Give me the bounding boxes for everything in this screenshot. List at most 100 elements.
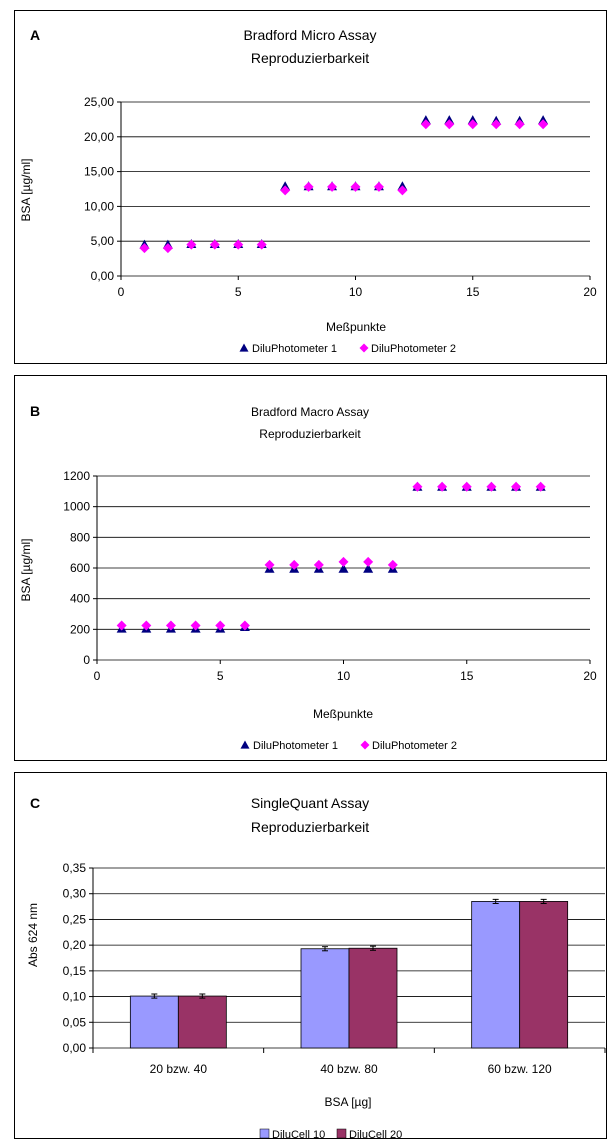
panel-b-title: Bradford Macro Assay [251,405,369,419]
category-label: 20 bzw. 40 [150,1062,208,1076]
y-tick-label: 1000 [63,500,90,514]
point-photometer2 [165,620,176,631]
legend-a-marker-photometer2 [359,343,369,353]
x-tick-label: 10 [337,669,351,683]
panel-a-label: A [30,27,40,43]
point-photometer2 [209,239,220,250]
panel-c: C SingleQuant Assay Reproduzierbarkeit A… [14,772,607,1140]
point-photometer2 [491,119,502,130]
point-photometer2 [467,119,478,130]
y-tick-label: 400 [70,592,90,606]
y-tick-label: 0,25 [63,912,87,926]
point-photometer2 [141,620,152,631]
point-photometer2 [461,481,472,492]
x-tick-label: 10 [349,285,363,299]
panel-b-plot: 0 200 400 600 800 1000 1200 0 5 10 15 20 [63,469,597,683]
y-tick-label: 0,00 [91,269,115,283]
panel-b-ylabel: BSA [µg/ml] [19,539,33,602]
x-tick-label: 20 [583,669,597,683]
point-photometer2 [256,239,267,250]
point-photometer2 [190,620,201,631]
point-photometer2 [233,239,244,250]
point-photometer2 [186,239,197,250]
point-photometer2 [215,620,226,631]
legend-c-swatch-dilucell20 [336,1128,347,1139]
panel-a-legend: DiluPhotometer 1 DiluPhotometer 2 [239,343,456,355]
x-tick-label: 15 [466,285,480,299]
y-tick-label: 0,20 [63,938,87,952]
x-tick-label: 20 [583,285,597,299]
legend-b-label-photometer2: DiluPhotometer 2 [372,740,457,752]
y-tick-label: 5,00 [91,234,115,248]
x-tick-label: 15 [460,669,474,683]
panel-a-title: Bradford Micro Assay [243,27,376,43]
panel-c-ylabel: Abs 624 nm [26,903,40,967]
category-label: 40 bzw. 80 [320,1062,378,1076]
point-photometer2 [327,181,338,192]
point-photometer2 [338,556,349,567]
panel-c-subtitle: Reproduzierbarkeit [251,819,369,835]
legend-b-label-photometer1: DiluPhotometer 1 [253,740,338,752]
point-photometer2 [444,119,455,130]
y-tick-label: 800 [70,530,90,544]
point-photometer2 [437,481,448,492]
y-tick-label: 600 [70,561,90,575]
y-tick-label: 20,00 [84,130,114,144]
x-tick-label: 0 [94,669,101,683]
point-photometer2 [264,559,275,570]
point-photometer2 [280,185,291,196]
point-photometer2 [289,559,300,570]
point-photometer2 [420,119,431,130]
bar-dilucell10 [471,901,521,1049]
legend-c-label-dilucell10: DiluCell 10 [272,1129,325,1140]
point-photometer2 [412,481,423,492]
point-photometer2 [239,620,250,631]
y-tick-label: 1200 [63,469,90,483]
point-photometer2 [397,185,408,196]
panel-c-title: SingleQuant Assay [251,795,369,811]
x-tick-label: 0 [118,285,125,299]
point-photometer2 [514,119,525,130]
point-photometer2 [535,481,546,492]
legend-b-marker-photometer2 [360,740,370,750]
panel-b-subtitle: Reproduzierbarkeit [259,427,361,441]
y-tick-label: 200 [70,622,90,636]
x-tick-label: 5 [235,285,242,299]
point-photometer2 [373,181,384,192]
y-tick-label: 10,00 [84,199,114,213]
panel-c-label: C [30,795,40,811]
y-tick-label: 0,15 [63,964,87,978]
panel-a-subtitle: Reproduzierbarkeit [251,50,369,66]
panel-b-legend: DiluPhotometer 1 DiluPhotometer 2 [240,740,457,752]
panel-b: B Bradford Macro Assay Reproduzierbarkei… [14,375,607,761]
legend-a-label-photometer2: DiluPhotometer 2 [371,343,456,355]
panel-a-plot: 0,00 5,00 10,00 15,00 20,00 25,00 0 5 10 15 20 [84,95,597,299]
x-tick-label: 5 [217,669,224,683]
point-photometer2 [303,181,314,192]
legend-c-swatch-dilucell10 [259,1128,270,1139]
bar-dilucell10 [129,995,179,1049]
legend-b-marker-photometer1 [240,740,250,749]
y-tick-label: 0 [83,653,90,667]
panel-c-legend: DiluCell 10 DiluCell 20 [259,1128,402,1140]
point-photometer2 [538,119,549,130]
category-label: 60 bzw. 120 [488,1062,552,1076]
bar-dilucell20 [519,901,569,1049]
point-photometer1 [363,563,374,573]
legend-a-marker-photometer1 [239,343,249,352]
panel-c-plot: 0,00 0,05 0,10 0,15 0,20 0,25 0,30 0,35 20 bzw. … [63,861,606,1076]
y-tick-label: 25,00 [84,95,114,109]
point-photometer2 [511,481,522,492]
point-photometer2 [350,181,361,192]
point-photometer1 [338,563,349,573]
panel-b-label: B [30,403,40,419]
y-tick-label: 0,35 [63,861,87,875]
y-tick-label: 0,10 [63,990,87,1004]
panel-b-xlabel: Meßpunkte [313,707,373,721]
legend-a-label-photometer1: DiluPhotometer 1 [252,343,337,355]
point-photometer2 [313,559,324,570]
point-photometer2 [363,556,374,567]
bar-dilucell20 [177,995,227,1049]
y-tick-label: 0,05 [63,1015,87,1029]
